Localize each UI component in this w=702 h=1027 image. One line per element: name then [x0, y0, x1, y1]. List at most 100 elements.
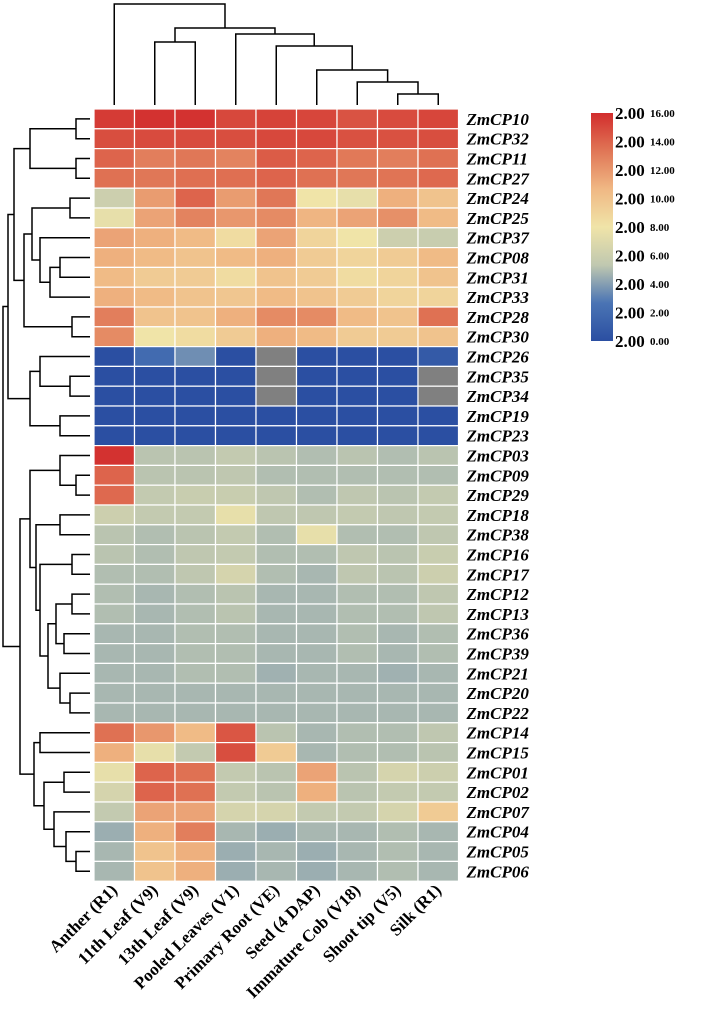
heatmap-cell	[336, 346, 379, 368]
heatmap-cell	[417, 722, 460, 744]
gene-label: ZmCP10	[466, 110, 530, 129]
heatmap-cell	[336, 642, 379, 664]
heatmap-cell	[255, 306, 298, 328]
legend-label: 2.00	[615, 332, 645, 351]
heatmap-cell	[133, 108, 176, 130]
heatmap-cell	[376, 821, 419, 843]
gene-label: ZmCP24	[466, 189, 529, 208]
heatmap-cell	[336, 801, 379, 823]
heatmap-cell	[214, 346, 257, 368]
heatmap-cell	[417, 306, 460, 328]
heatmap-cell	[93, 346, 136, 368]
heatmap-cell	[336, 682, 379, 704]
heatmap-cell	[255, 543, 298, 565]
heatmap-cell	[93, 761, 136, 783]
heatmap-cell	[133, 425, 176, 447]
color-legend: 0.00 2.00 4.00 6.00 8.00 10.00 12.00 14.00 16.00…	[591, 104, 675, 351]
heatmap-cell	[336, 702, 379, 724]
heatmap-cell	[214, 167, 257, 189]
heatmap-cell	[214, 840, 257, 862]
gene-label: ZmCP23	[466, 427, 530, 446]
heatmap-cell	[93, 840, 136, 862]
legend-label: 2.00	[615, 275, 645, 294]
heatmap-cell	[255, 405, 298, 427]
row-dendrogram-branch	[29, 469, 60, 569]
heatmap-cell	[417, 167, 460, 189]
heatmap-cell	[336, 365, 379, 387]
heatmap-cell	[214, 247, 257, 269]
heatmap-cell	[417, 247, 460, 269]
heatmap-cell	[295, 603, 338, 625]
gene-label: ZmCP36	[466, 625, 530, 644]
heatmap-cell	[93, 405, 136, 427]
heatmap-cell	[376, 504, 419, 526]
heatmap-cell	[174, 207, 217, 229]
heatmap-cell	[295, 148, 338, 170]
gene-label: ZmCP22	[466, 704, 530, 723]
heatmap-cell	[295, 306, 338, 328]
heatmap-cell	[214, 464, 257, 486]
heatmap-cell	[133, 346, 176, 368]
row-dendrogram-branch	[75, 157, 90, 180]
heatmap-cell	[174, 504, 217, 526]
row-dendrogram-branch	[59, 415, 90, 437]
legend-label: 2.00	[615, 218, 645, 237]
heatmap-cell	[417, 642, 460, 664]
row-dendrogram-branch	[69, 375, 90, 397]
heatmap-cell	[336, 385, 379, 407]
row-dendrogram-branch	[69, 197, 90, 219]
heatmap-cell	[295, 583, 338, 605]
heatmap-cell	[174, 702, 217, 724]
heatmap-cell	[93, 702, 136, 724]
heatmap-cell	[255, 583, 298, 605]
heatmap-cell	[133, 642, 176, 664]
heatmap-cell	[93, 445, 136, 467]
heatmap-cell	[295, 128, 338, 150]
row-dendrogram-branch	[7, 213, 30, 400]
heatmap-cell	[93, 860, 136, 882]
heatmap-cell	[133, 385, 176, 407]
heatmap-cell	[174, 840, 217, 862]
heatmap-cell	[214, 484, 257, 506]
heatmap-cell	[376, 247, 419, 269]
heatmap-cell	[336, 722, 379, 744]
heatmap-cell	[295, 623, 338, 645]
gene-label: ZmCP14	[466, 724, 529, 743]
heatmap-cell	[295, 722, 338, 744]
heatmap-cell	[376, 741, 419, 763]
heatmap-cell	[255, 821, 298, 843]
heatmap-cell	[295, 405, 338, 427]
heatmap-cell	[133, 464, 176, 486]
heatmap-cell	[214, 563, 257, 585]
heatmap-cell	[255, 642, 298, 664]
heatmap-cell	[174, 603, 217, 625]
heatmap-cell	[376, 583, 419, 605]
heatmap-cell	[214, 741, 257, 763]
heatmap-cell	[174, 148, 217, 170]
heatmap-cell	[336, 623, 379, 645]
heatmap-cell	[133, 702, 176, 724]
gene-label: ZmCP25	[466, 209, 530, 228]
heatmap-cell	[93, 563, 136, 585]
row-dendrogram	[2, 118, 90, 873]
heatmap-cell	[133, 286, 176, 308]
heatmap-cell	[255, 761, 298, 783]
heatmap-cell	[214, 761, 257, 783]
heatmap-cell	[295, 167, 338, 189]
heatmap-cell	[336, 187, 379, 209]
legend-label: 2.00	[615, 133, 645, 152]
gene-label: ZmCP31	[466, 268, 529, 287]
heatmap-cell	[376, 840, 419, 862]
heatmap-cell	[255, 860, 298, 882]
heatmap-cell	[93, 365, 136, 387]
gene-label: ZmCP12	[466, 585, 530, 604]
heatmap-cell	[376, 484, 419, 506]
heatmap-cell	[295, 247, 338, 269]
heatmap-cell	[214, 405, 257, 427]
heatmap-cell	[174, 227, 217, 249]
heatmap-cell	[376, 662, 419, 684]
heatmap-cell	[417, 543, 460, 565]
heatmap-cell	[295, 702, 338, 724]
row-dendrogram-branch	[69, 692, 90, 714]
